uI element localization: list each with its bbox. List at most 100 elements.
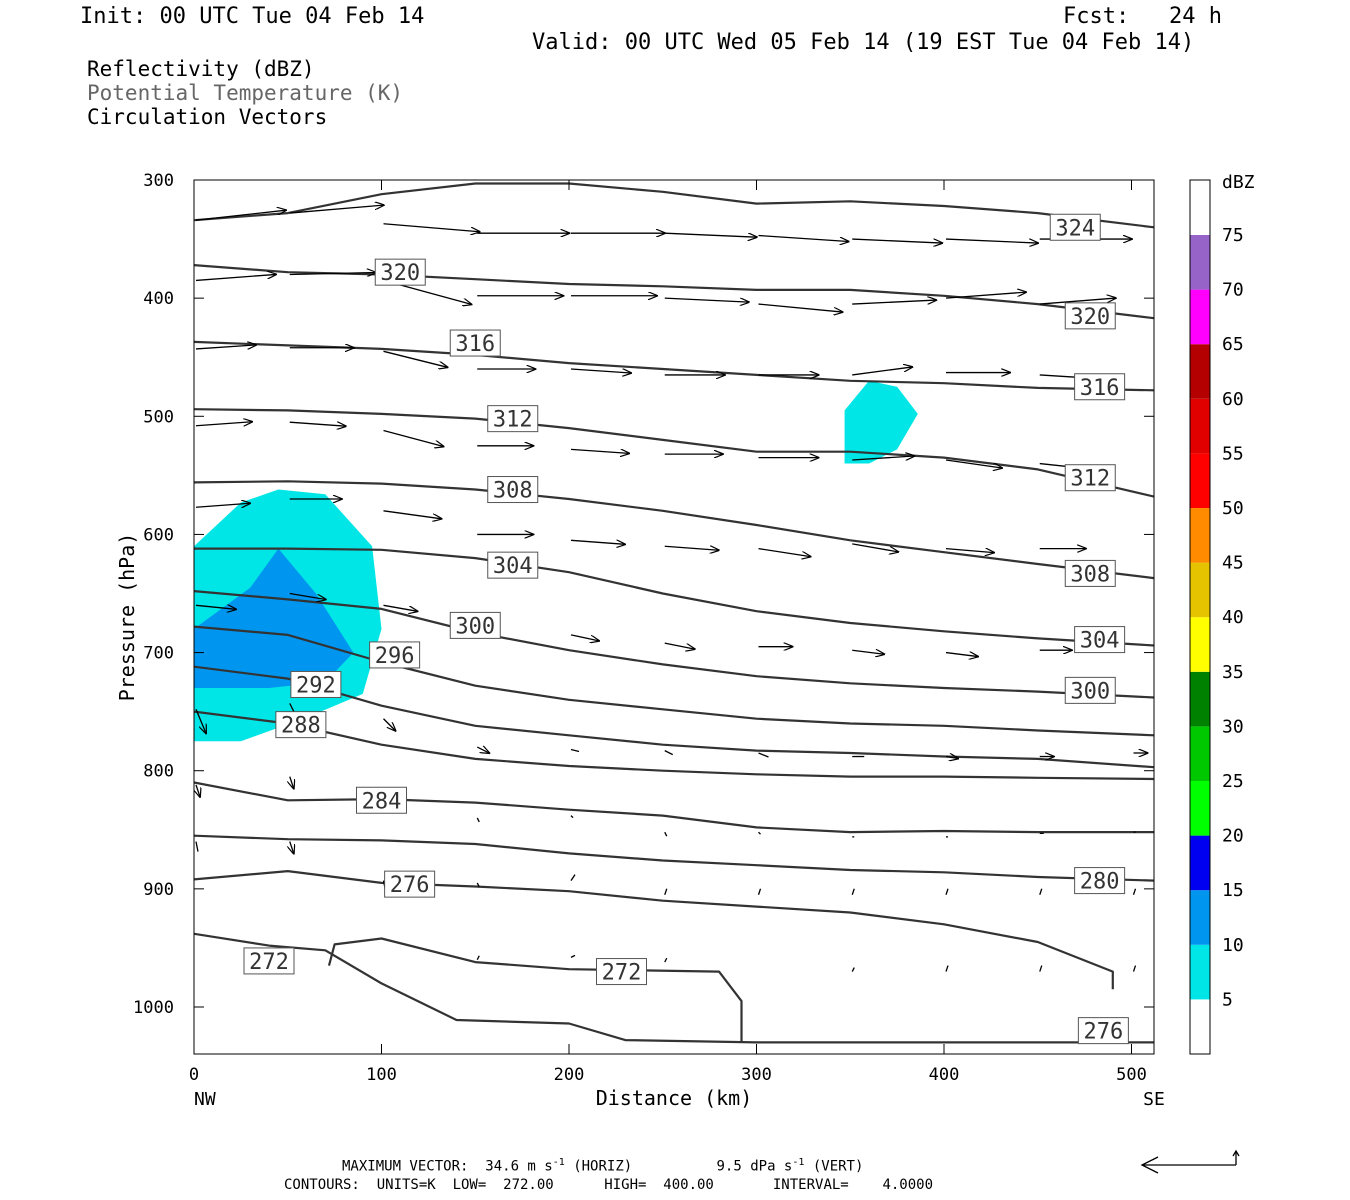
colorbar-frame bbox=[1189, 179, 1211, 1055]
x-tick-label-1: 100 bbox=[366, 1065, 397, 1085]
isentrope-label-21: 272 bbox=[602, 961, 642, 986]
circulation-vector-46 bbox=[758, 547, 811, 557]
field-reflectivity: Reflectivity (dBZ) bbox=[87, 57, 315, 81]
colorbar-label-13: 70 bbox=[1222, 280, 1244, 301]
circulation-vector-8 bbox=[945, 238, 1038, 243]
forecast-hour: Fcst: 24 h bbox=[1063, 4, 1222, 29]
isentrope-label-2: 320 bbox=[1070, 305, 1110, 330]
isentrope-label-box-18 bbox=[384, 870, 436, 898]
plot-frame bbox=[193, 179, 1155, 1055]
circulation-vector-70 bbox=[196, 784, 200, 797]
colorbar-bin-11 bbox=[1190, 344, 1210, 399]
circulation-vector-47 bbox=[852, 543, 898, 552]
circulation-vector-74 bbox=[570, 815, 574, 819]
circulation-vector-81 bbox=[195, 841, 199, 852]
isentrope-label-box-13 bbox=[369, 641, 421, 669]
isentrope-label-11: 300 bbox=[455, 614, 495, 639]
circulation-vector-82 bbox=[290, 841, 294, 854]
circulation-vector-18 bbox=[945, 292, 1026, 299]
colorbar-label-14: 75 bbox=[1222, 225, 1244, 246]
isentrope-label-1: 320 bbox=[380, 261, 420, 286]
isentrope-272-20 bbox=[194, 932, 1154, 1044]
circulation-vector-7 bbox=[852, 238, 942, 243]
isentrope-292-14 bbox=[194, 665, 1154, 769]
isentrope-label-10: 304 bbox=[1080, 629, 1120, 654]
isentrope-280-17 bbox=[194, 834, 1154, 882]
isentrope-label-box-5 bbox=[487, 405, 539, 433]
circulation-vector-53 bbox=[570, 634, 599, 641]
x-axis-label: Distance (km) bbox=[596, 1086, 753, 1110]
circulation-vector-45 bbox=[664, 546, 719, 550]
circulation-vector-17 bbox=[852, 300, 936, 305]
circulation-vector-93 bbox=[570, 954, 576, 958]
isentrope-label-box-17 bbox=[1074, 867, 1126, 895]
isentrope-label-9: 304 bbox=[493, 554, 533, 579]
isentrope-label-box-0 bbox=[1049, 213, 1101, 241]
colorbar-bin-8 bbox=[1190, 508, 1210, 563]
circulation-vector-88 bbox=[851, 888, 855, 895]
field-circulation-vectors: Circulation Vectors bbox=[87, 105, 328, 129]
colorbar-label-11: 60 bbox=[1222, 389, 1244, 410]
circulation-vector-89 bbox=[945, 888, 949, 895]
isentrope-label-box-2 bbox=[1064, 302, 1116, 330]
colorbar-bin-13 bbox=[1190, 235, 1210, 290]
colorbar-bin-14 bbox=[1190, 180, 1210, 235]
circulation-vector-5 bbox=[664, 232, 757, 237]
isentrope-label-box-15 bbox=[275, 711, 327, 739]
colorbar-label-10: 55 bbox=[1222, 443, 1244, 464]
circulation-vector-62 bbox=[476, 747, 489, 753]
circulation-vector-97 bbox=[1039, 965, 1043, 972]
x-tick-label-4: 400 bbox=[929, 1065, 960, 1085]
isentrope-label-19: 276 bbox=[1084, 1020, 1124, 1045]
circulation-vector-92 bbox=[476, 955, 480, 961]
isentrope-label-5: 312 bbox=[493, 408, 533, 433]
circulation-vector-71 bbox=[290, 776, 294, 789]
isentrope-label-box-1 bbox=[374, 258, 426, 286]
circulation-vector-1 bbox=[289, 205, 384, 214]
circulation-vector-52 bbox=[383, 604, 418, 611]
circulation-vector-86 bbox=[664, 888, 668, 895]
circulation-vector-31 bbox=[289, 421, 346, 426]
isentrope-label-6: 312 bbox=[1070, 467, 1110, 492]
x-tick-label-3: 300 bbox=[741, 1065, 772, 1085]
isentrope-label-4: 316 bbox=[1080, 376, 1120, 401]
circulation-vector-20 bbox=[195, 345, 256, 350]
circulation-vector-30 bbox=[195, 422, 252, 427]
contour-info: CONTOURS: UNITS=K LOW= 272.00 HIGH= 400.… bbox=[284, 1177, 934, 1193]
circulation-vector-56 bbox=[852, 650, 884, 654]
isentrope-label-12: 300 bbox=[1070, 679, 1110, 704]
circulation-vector-87 bbox=[757, 888, 762, 895]
colorbar-bin-2 bbox=[1190, 835, 1210, 891]
isentrope-label-15: 288 bbox=[281, 714, 321, 739]
isentrope-304-9 bbox=[194, 547, 1154, 647]
colorbar-label-4: 25 bbox=[1222, 771, 1244, 792]
isentrope-label-14: 292 bbox=[296, 673, 336, 698]
colorbar-title: dBZ bbox=[1222, 172, 1255, 193]
circulation-vector-2 bbox=[383, 223, 480, 232]
circulation-vector-32 bbox=[383, 429, 444, 446]
circulation-vector-27 bbox=[852, 367, 912, 376]
circulation-vector-48 bbox=[945, 549, 994, 553]
circulation-vector-34 bbox=[570, 448, 629, 453]
y-tick-label-7: 1000 bbox=[133, 998, 174, 1018]
colorbar-bin-below bbox=[1190, 999, 1210, 1054]
y-tick-label-1: 400 bbox=[143, 289, 174, 309]
circulation-vector-37 bbox=[852, 456, 914, 461]
colorbar-bin-6 bbox=[1190, 617, 1210, 672]
colorbar-bin-12 bbox=[1190, 289, 1210, 345]
colorbar-bin-10 bbox=[1190, 398, 1210, 454]
circulation-vector-59 bbox=[195, 709, 206, 733]
colorbar-bin-0 bbox=[1190, 944, 1210, 1000]
colorbar-label-12: 65 bbox=[1222, 334, 1244, 355]
isentrope-label-box-11 bbox=[449, 611, 501, 639]
colorbar-bin-4 bbox=[1190, 726, 1210, 781]
reflectivity-area-2 bbox=[844, 380, 918, 464]
y-axis-label: Pressure (hPa) bbox=[115, 533, 139, 702]
isentrope-288-15 bbox=[194, 710, 1154, 781]
isentrope-label-box-21 bbox=[596, 958, 647, 986]
circulation-vector-51 bbox=[289, 592, 326, 600]
y-tick-label-3: 600 bbox=[143, 525, 174, 545]
isentrope-312-5 bbox=[194, 408, 1154, 498]
circulation-vector-0 bbox=[195, 210, 286, 221]
circulation-vector-65 bbox=[758, 752, 769, 758]
